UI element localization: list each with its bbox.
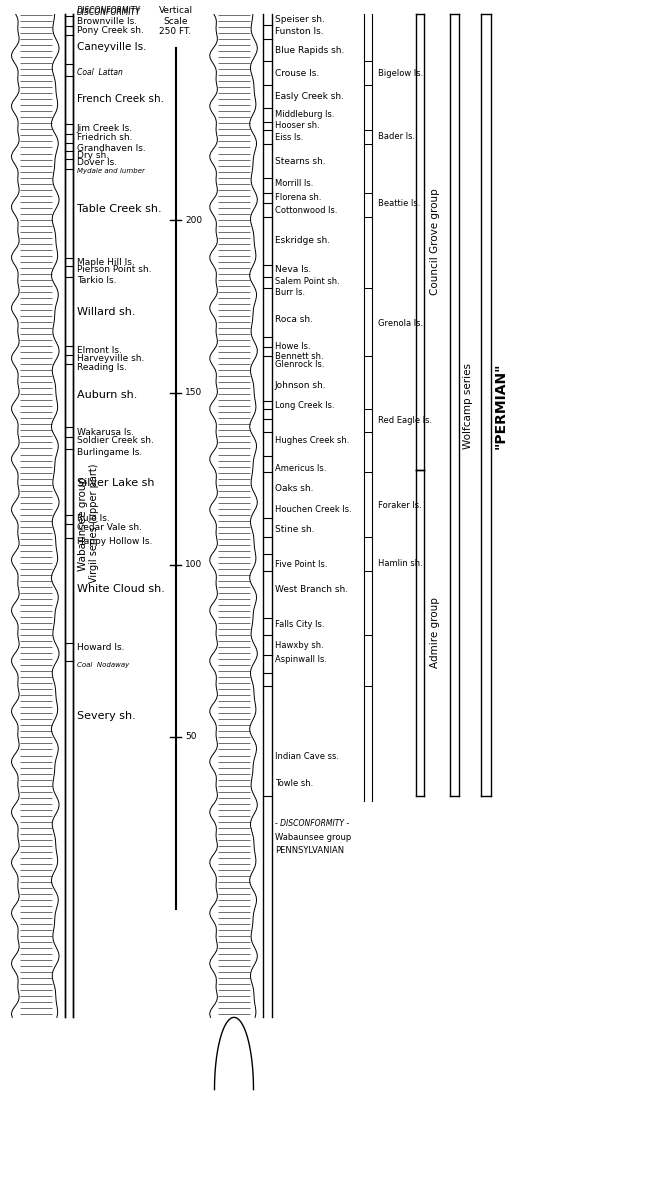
Text: Blue Rapids sh.: Blue Rapids sh. — [275, 46, 344, 55]
Text: 150: 150 — [185, 388, 203, 397]
Text: French Creek sh.: French Creek sh. — [77, 94, 164, 104]
Text: Aspinwall ls.: Aspinwall ls. — [275, 655, 327, 665]
Text: Howard ls.: Howard ls. — [77, 643, 124, 653]
Text: Falls City ls.: Falls City ls. — [275, 620, 324, 630]
Text: Hawxby sh.: Hawxby sh. — [275, 641, 324, 650]
Text: Council Grove group: Council Grove group — [430, 189, 441, 295]
Text: Grandhaven ls.: Grandhaven ls. — [77, 143, 146, 153]
Text: Wabaunsee group: Wabaunsee group — [275, 833, 351, 843]
Text: Funston ls.: Funston ls. — [275, 26, 324, 36]
Text: Burr ls.: Burr ls. — [275, 288, 305, 297]
Text: Willard sh.: Willard sh. — [77, 307, 135, 317]
Text: Bader ls.: Bader ls. — [378, 131, 415, 141]
Text: Eiss ls.: Eiss ls. — [275, 132, 304, 142]
Text: DISCONFORMITY: DISCONFORMITY — [77, 6, 140, 16]
Text: Stine sh.: Stine sh. — [275, 525, 315, 535]
Text: Jim Creek ls.: Jim Creek ls. — [77, 124, 133, 134]
Text: Bigelow ls.: Bigelow ls. — [378, 69, 423, 78]
Text: 100: 100 — [185, 560, 203, 569]
Text: Houchen Creek ls.: Houchen Creek ls. — [275, 504, 352, 514]
Bar — [16, 14, 55, 1017]
Text: Coal  Nodaway: Coal Nodaway — [77, 662, 129, 667]
Text: Tarkio ls.: Tarkio ls. — [77, 276, 116, 285]
Text: Severy sh.: Severy sh. — [77, 712, 135, 721]
Text: Bennett sh.: Bennett sh. — [275, 352, 324, 361]
Text: Eskridge sh.: Eskridge sh. — [275, 236, 330, 246]
Text: Crouse ls.: Crouse ls. — [275, 69, 319, 78]
Text: Dry sh.: Dry sh. — [77, 150, 109, 160]
Text: Stearns sh.: Stearns sh. — [275, 157, 326, 166]
Text: Wolfcamp series: Wolfcamp series — [463, 362, 473, 449]
Text: Americus ls.: Americus ls. — [275, 464, 326, 473]
Text: Pierson Point sh.: Pierson Point sh. — [77, 265, 151, 275]
Text: White Cloud sh.: White Cloud sh. — [77, 584, 164, 594]
Text: DISCONFORMITY: DISCONFORMITY — [77, 7, 140, 17]
Text: Roca sh.: Roca sh. — [275, 314, 313, 324]
Text: Table Creek sh.: Table Creek sh. — [77, 205, 161, 214]
Text: Hughes Creek sh.: Hughes Creek sh. — [275, 436, 349, 445]
Text: Pony Creek sh.: Pony Creek sh. — [77, 25, 144, 35]
Text: Hamlin sh.: Hamlin sh. — [378, 559, 422, 568]
Text: Wakarusa ls.: Wakarusa ls. — [77, 427, 134, 437]
Text: Maple Hill ls.: Maple Hill ls. — [77, 258, 135, 267]
Text: West Branch sh.: West Branch sh. — [275, 585, 348, 595]
Bar — [214, 14, 254, 1017]
Text: Cedar Vale sh.: Cedar Vale sh. — [77, 523, 142, 532]
Text: Howe ls.: Howe ls. — [275, 342, 311, 352]
Text: Rulo ls.: Rulo ls. — [77, 514, 109, 524]
Text: Glenrock ls.: Glenrock ls. — [275, 360, 324, 370]
Text: Florena sh.: Florena sh. — [275, 193, 322, 202]
Text: Wabaunsee group: Wabaunsee group — [78, 477, 88, 571]
Text: Coal  Lattan: Coal Lattan — [77, 67, 123, 77]
Text: Easly Creek sh.: Easly Creek sh. — [275, 92, 344, 101]
Text: Indian Cave ss.: Indian Cave ss. — [275, 751, 339, 761]
Text: Neva ls.: Neva ls. — [275, 265, 311, 275]
Text: Burlingame ls.: Burlingame ls. — [77, 448, 142, 458]
Text: Beattie ls.: Beattie ls. — [378, 199, 420, 208]
Text: "PERMIAN": "PERMIAN" — [493, 362, 508, 449]
Text: Middleburg ls.: Middleburg ls. — [275, 110, 335, 119]
Text: Oaks sh.: Oaks sh. — [275, 484, 313, 494]
Text: Five Point ls.: Five Point ls. — [275, 560, 328, 569]
Text: Mydale and lumber: Mydale and lumber — [77, 169, 144, 173]
Text: Soldier Creek sh.: Soldier Creek sh. — [77, 436, 153, 445]
Text: Salem Point sh.: Salem Point sh. — [275, 277, 340, 287]
Text: Vertical
Scale
250 FT.: Vertical Scale 250 FT. — [159, 6, 192, 36]
Text: Towle sh.: Towle sh. — [275, 779, 313, 789]
Text: Virgil series (upper part): Virgil series (upper part) — [89, 464, 99, 584]
Text: PENNSYLVANIAN: PENNSYLVANIAN — [275, 845, 344, 855]
Text: 200: 200 — [185, 216, 202, 225]
Text: Johnson sh.: Johnson sh. — [275, 380, 326, 390]
Text: Happy Hollow ls.: Happy Hollow ls. — [77, 537, 152, 547]
Text: - DISCONFORMITY -: - DISCONFORMITY - — [275, 819, 349, 828]
Text: Silver Lake sh: Silver Lake sh — [77, 478, 154, 488]
Text: 50: 50 — [185, 732, 197, 742]
Text: Foraker ls.: Foraker ls. — [378, 501, 421, 510]
Text: Cottonwood ls.: Cottonwood ls. — [275, 206, 337, 216]
Text: Admire group: Admire group — [430, 597, 441, 667]
Text: Speiser sh.: Speiser sh. — [275, 14, 325, 24]
Text: Auburn sh.: Auburn sh. — [77, 390, 137, 400]
Text: Red Eagle ls.: Red Eagle ls. — [378, 415, 432, 425]
Text: Harveyville sh.: Harveyville sh. — [77, 354, 144, 364]
Text: Grenola ls.: Grenola ls. — [378, 319, 422, 329]
Text: Friedrich sh.: Friedrich sh. — [77, 132, 132, 142]
Text: Long Creek ls.: Long Creek ls. — [275, 401, 335, 411]
Text: Brownville ls.: Brownville ls. — [77, 17, 136, 26]
Text: Elmont ls.: Elmont ls. — [77, 346, 122, 355]
Text: Caneyville ls.: Caneyville ls. — [77, 42, 146, 52]
Text: Morrill ls.: Morrill ls. — [275, 178, 313, 188]
Text: Dover ls.: Dover ls. — [77, 158, 117, 167]
Text: Hooser sh.: Hooser sh. — [275, 120, 320, 130]
Text: Reading ls.: Reading ls. — [77, 362, 127, 372]
